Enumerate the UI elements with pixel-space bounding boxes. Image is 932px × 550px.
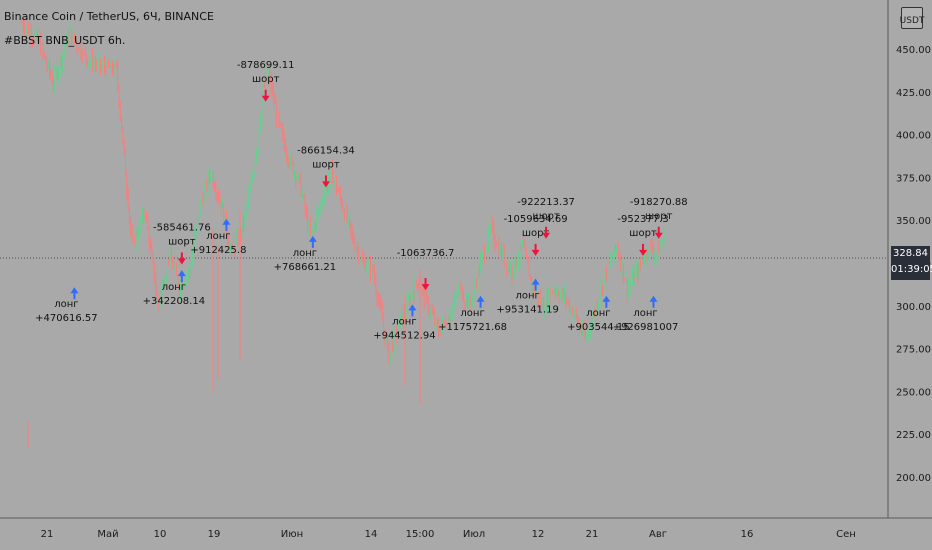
price-tick-label: 425.00 (896, 88, 931, 99)
signal-label: лонг (54, 299, 78, 310)
time-tick-label: Июн (281, 529, 303, 540)
signal-label: +342208.14 (143, 296, 205, 307)
currency-button[interactable]: USDT (900, 7, 924, 29)
signal-label: шорт (312, 159, 340, 170)
short-arrow-icon (654, 226, 663, 239)
short-arrow-icon (321, 175, 330, 188)
signal-label: шорт (645, 211, 673, 222)
signal-label: шорт (522, 228, 550, 239)
long-arrow-icon (308, 235, 317, 248)
signal-label: -866154.34 (297, 145, 355, 156)
signal-label: лонг (633, 308, 657, 319)
time-tick-label: 19 (208, 529, 221, 540)
signal-label: +944512.94 (373, 330, 435, 341)
time-tick-label: 14 (365, 529, 378, 540)
signal-label: -1063736.7 (397, 248, 455, 259)
signal-label: шорт (168, 236, 196, 247)
time-tick-label: Май (97, 529, 118, 540)
signal-label: -878699.11 (237, 60, 295, 71)
time-tick-label: 16 (741, 529, 754, 540)
signal-label: шорт (629, 228, 657, 239)
signal-label: +1175721.68 (438, 322, 507, 333)
candles (21, 18, 665, 448)
price-tick-label: 400.00 (896, 131, 931, 142)
long-arrow-icon (649, 295, 658, 308)
price-tick-label: 450.00 (896, 45, 931, 56)
time-tick-label: 15:00 (406, 529, 435, 540)
signal-label: +903544.15 (567, 322, 629, 333)
current-price: 328.84 (893, 248, 928, 259)
time-tick-label: Сен (836, 529, 856, 540)
signal-label: -918270.88 (630, 197, 688, 208)
price-tick-label: 375.00 (896, 173, 931, 184)
short-arrow-icon (421, 278, 430, 291)
signal-label: +470616.57 (35, 313, 97, 324)
long-arrow-icon (602, 295, 611, 308)
short-arrow-icon (261, 89, 270, 102)
symbol-title: Binance Coin / TetherUS, 6Ч, BINANCE (4, 10, 214, 23)
signal-label: лонг (206, 231, 230, 242)
price-tick-label: 225.00 (896, 430, 931, 441)
price-tick-label: 350.00 (896, 216, 931, 227)
price-badge: 328.84 01:39:05 (891, 246, 932, 280)
long-arrow-icon (531, 278, 540, 291)
signal-label: -585461.76 (153, 222, 211, 233)
time-tick-label: 21 (41, 529, 54, 540)
price-tick-label: 300.00 (896, 302, 931, 313)
signal-label: лонг (293, 248, 317, 259)
short-arrow-icon (531, 243, 540, 256)
time-tick-label: 12 (532, 529, 545, 540)
long-arrow-icon (408, 304, 417, 317)
short-arrow-icon (542, 226, 551, 239)
bar-countdown: 01:39:05 (891, 264, 932, 275)
signal-label: шорт (532, 211, 560, 222)
signal-label: лонг (515, 291, 539, 302)
signal-label: +953141.19 (496, 305, 558, 316)
price-tick-label: 275.00 (896, 345, 931, 356)
long-arrow-icon (476, 295, 485, 308)
price-tick-label: 250.00 (896, 387, 931, 398)
short-arrow-icon (177, 252, 186, 265)
signal-label: лонг (162, 282, 186, 293)
long-arrow-icon (177, 270, 186, 283)
long-arrow-icon (70, 287, 79, 300)
signal-label: -1059634.69 (504, 214, 568, 225)
time-tick-label: Авг (649, 529, 667, 540)
short-arrow-icon (639, 243, 648, 256)
signal-label: шорт (252, 74, 280, 85)
signal-label: +768661.21 (274, 262, 336, 273)
signal-label: +926981007 (613, 322, 679, 333)
time-tick-label: Июл (463, 529, 485, 540)
long-arrow-icon (222, 218, 231, 231)
signal-label: лонг (586, 308, 610, 319)
signal-label: лонг (460, 308, 484, 319)
signal-label: -952377.3 (617, 214, 668, 225)
signal-label: +912425.8 (190, 245, 246, 256)
time-tick-label: 10 (154, 529, 167, 540)
signal-label: лонг (392, 316, 416, 327)
price-tick-label: 200.00 (896, 473, 931, 484)
signal-label: -922213.37 (517, 197, 575, 208)
time-tick-label: 21 (586, 529, 599, 540)
strategy-title: #BBST BNB_USDT 6h. (4, 34, 126, 47)
